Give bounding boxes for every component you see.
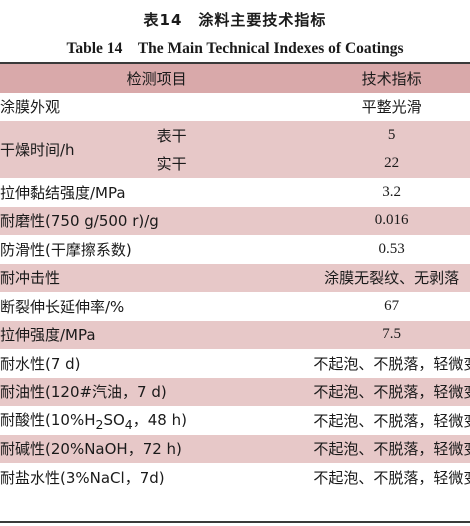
header-item: 检测项目 — [0, 64, 314, 93]
table-row: 耐酸性(10%H2SO4，48 h) 不起泡、不脱落，轻微变色 — [0, 406, 470, 435]
row-item-subscript: 4 — [124, 416, 133, 432]
row-value: 67 — [313, 292, 470, 321]
header-index: 技术指标 — [313, 64, 470, 93]
row-item: 拉伸强度/MPa — [0, 320, 314, 349]
row-item: 耐碱性(20%NaOH，72 h) — [0, 434, 314, 463]
row-item: 耐油性(120#汽油，7 d) — [0, 377, 314, 406]
row-item-text: 耐酸性(10%H — [0, 410, 96, 429]
row-item: 涂膜外观 — [0, 92, 314, 121]
row-item-subscript: 2 — [95, 416, 104, 432]
row-item: 耐盐水性(3%NaCl，7d) — [0, 463, 314, 492]
row-subitem: 实干 — [156, 149, 314, 178]
table-row: 耐水性(7 d) 不起泡、不脱落，轻微变色 — [0, 349, 470, 378]
row-item: 耐磨性(750 g/500 r)/g — [0, 206, 314, 235]
table-title-english: Table 14 The Main Technical Indexes of C… — [66, 40, 404, 57]
row-item: 拉伸黏结强度/MPa — [0, 178, 314, 207]
row-value: 7.5 — [313, 320, 470, 349]
table-title-chinese: 表14 涂料主要技术指标 — [143, 11, 327, 29]
row-item: 耐酸性(10%H2SO4，48 h) — [0, 406, 314, 435]
table-row: 拉伸强度/MPa 7.5 — [0, 320, 470, 349]
row-value: 22 — [313, 149, 470, 178]
bottom-rule — [0, 521, 470, 523]
table-row: 实干 22 — [0, 149, 470, 178]
row-value: 不起泡、不脱落，轻微变色 — [313, 377, 470, 406]
row-value: 5 — [313, 121, 470, 150]
row-value: 不起泡、不脱落，轻微变色 — [313, 434, 470, 463]
table-row: 涂膜外观 平整光滑 — [0, 92, 470, 121]
row-value: 不起泡、不脱落，轻微变色 — [313, 349, 470, 378]
top-rule — [0, 62, 470, 64]
row-value: 0.53 — [313, 235, 470, 264]
row-item: 耐水性(7 d) — [0, 349, 314, 378]
table-row: 干燥时间/h 表干 5 — [0, 121, 470, 178]
table-row: 断裂伸长延伸率/% 67 — [0, 292, 470, 321]
table-row: 耐冲击性 涂膜无裂纹、无剥落 — [0, 263, 470, 292]
row-value: 0.016 — [313, 206, 470, 235]
table-row: 耐油性(120#汽油，7 d) 不起泡、不脱落，轻微变色 — [0, 377, 470, 406]
row-item: 干燥时间/h — [0, 121, 157, 178]
row-value: 3.2 — [313, 178, 470, 207]
row-item-text: ，48 h) — [132, 410, 187, 429]
row-value: 平整光滑 — [313, 92, 470, 121]
row-item: 耐冲击性 — [0, 263, 314, 292]
table-header-row: 检测项目 技术指标 — [0, 64, 470, 93]
table-row: 防滑性(干摩擦系数) 0.53 — [0, 235, 470, 264]
row-item: 防滑性(干摩擦系数) — [0, 235, 314, 264]
table-row: 耐磨性(750 g/500 r)/g 0.016 — [0, 206, 470, 235]
row-item-text: SO — [103, 410, 125, 429]
row-item: 断裂伸长延伸率/% — [0, 292, 314, 321]
table-row: 拉伸黏结强度/MPa 3.2 — [0, 178, 470, 207]
row-value: 涂膜无裂纹、无剥落 — [313, 263, 470, 292]
row-value: 不起泡、不脱落，轻微变色 — [313, 463, 470, 492]
table-row: 耐碱性(20%NaOH，72 h) 不起泡、不脱落，轻微变色 — [0, 434, 470, 463]
row-value: 不起泡、不脱落，轻微变色 — [313, 406, 470, 435]
row-subitem: 表干 — [156, 121, 314, 150]
table-row: 耐盐水性(3%NaCl，7d) 不起泡、不脱落，轻微变色 — [0, 463, 470, 492]
technical-indexes-table: 检测项目 技术指标 涂膜外观 平整光滑 干燥时间/h 表干 5 实干 22 拉伸… — [0, 64, 470, 492]
